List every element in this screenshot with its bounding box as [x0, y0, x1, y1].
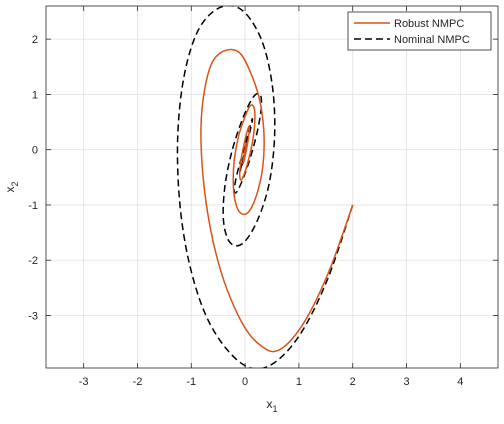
legend-label-nominal: Nominal NMPC [394, 34, 470, 46]
x-tick-label-2: -1 [186, 376, 196, 388]
axes-box [45, 5, 499, 369]
x-tick-label-6: 3 [403, 376, 409, 388]
y-axis-label-base: x [3, 187, 17, 193]
legend-box [347, 11, 492, 51]
y-tick-label-3: 0 [32, 145, 38, 157]
x-axis-label-sub: 1 [272, 404, 277, 414]
y-tick-label-4: 1 [32, 89, 38, 101]
y-tick-label-5: 2 [32, 34, 38, 46]
y-tick-label-2: -1 [28, 200, 38, 212]
y-axis-label: x2 [3, 181, 20, 192]
legend: Robust NMPC Nominal NMPC [347, 11, 492, 51]
x-tick-label-5: 2 [350, 376, 356, 388]
tick-labels: -3 -2 -1 0 1 2 3 4 -3 -2 -1 0 1 2 [28, 34, 463, 388]
x-tick-label-1: -2 [133, 376, 143, 388]
series-layer [176, 6, 354, 368]
x-tick-label-4: 1 [296, 376, 302, 388]
y-tick-label-1: -2 [28, 255, 38, 267]
y-axis-label-sub: 2 [10, 181, 20, 186]
legend-label-robust: Robust NMPC [394, 18, 464, 30]
x-tick-label-0: -3 [79, 376, 89, 388]
series-line-robust [200, 48, 354, 353]
x-tick-label-7: 4 [457, 376, 463, 388]
x-axis-label: x1 [266, 397, 277, 414]
x-tick-label-3: 0 [242, 376, 248, 388]
axes-frame [45, 5, 499, 369]
x-axis-label-base: x [266, 397, 272, 411]
y-tick-label-0: -3 [28, 310, 38, 322]
